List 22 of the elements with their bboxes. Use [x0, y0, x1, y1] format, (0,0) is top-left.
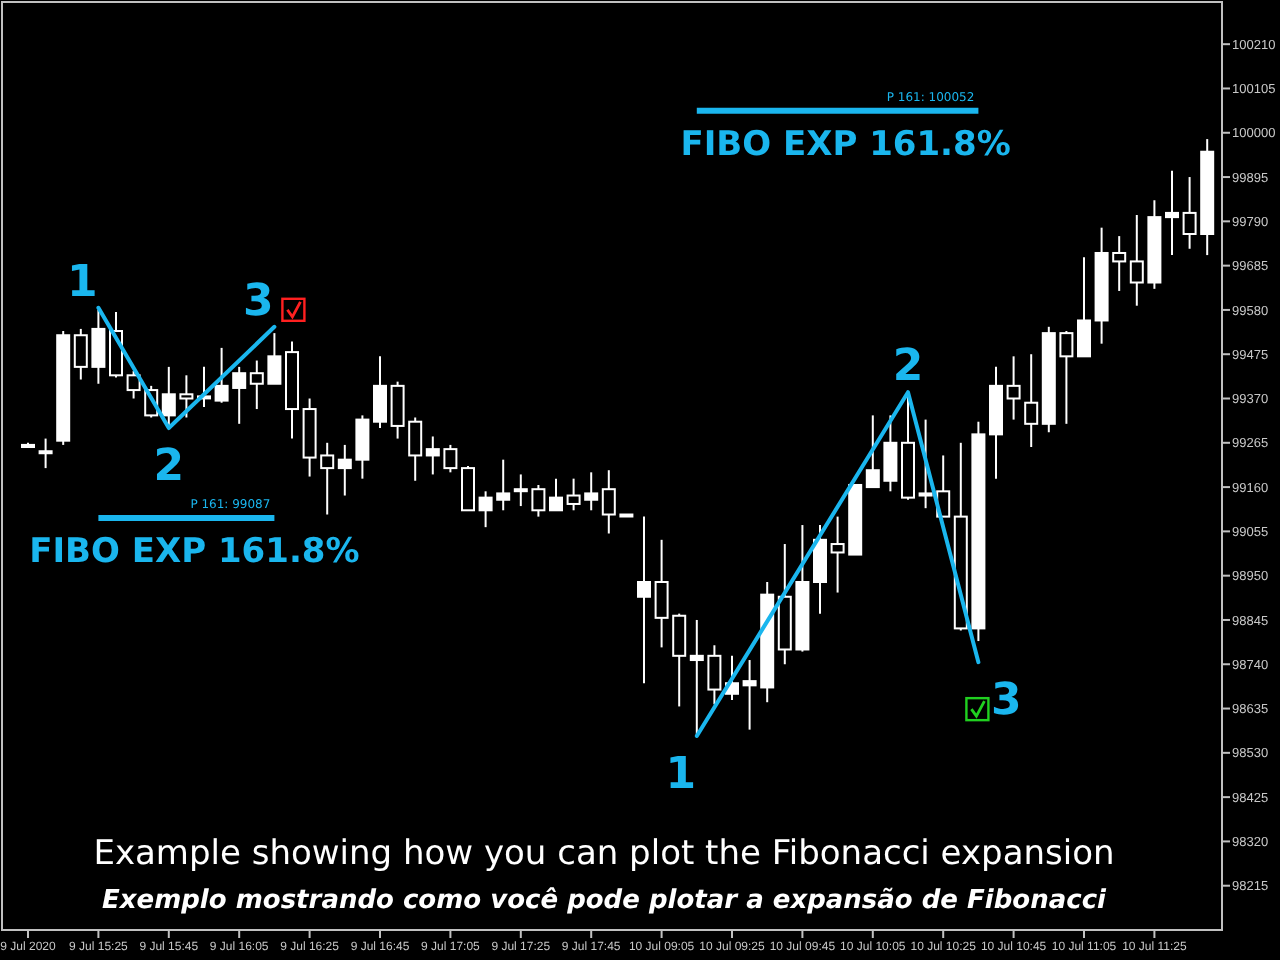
candlestick [126, 370, 141, 400]
annotation: 3 [991, 676, 1022, 727]
candlestick [918, 418, 933, 510]
annotation: 2 [892, 342, 924, 393]
candlestick [1006, 355, 1021, 421]
annotation: 1 [665, 749, 697, 800]
candlestick [813, 524, 827, 615]
annotation: 2 [153, 442, 185, 493]
candlestick [373, 355, 387, 430]
candlestick [637, 515, 651, 685]
candlestick [1077, 256, 1091, 358]
candlestick [461, 465, 475, 512]
annotation: Exemplo mostrando como você pode plotar a expansão de Fibonacci [102, 886, 1108, 916]
annotation: Example showing how you can plot the Fibonacci expansion [93, 834, 1115, 874]
annotation: FIBO EXP 161.8% [680, 124, 1011, 165]
candlestick [1165, 169, 1179, 257]
candlestick [549, 477, 563, 512]
candlestick [1024, 353, 1039, 449]
annotation: 3 [243, 276, 274, 327]
annotation: FIBO EXP 161.8% [29, 531, 360, 572]
candlestick [38, 437, 53, 470]
annotation: 1 [67, 257, 98, 308]
